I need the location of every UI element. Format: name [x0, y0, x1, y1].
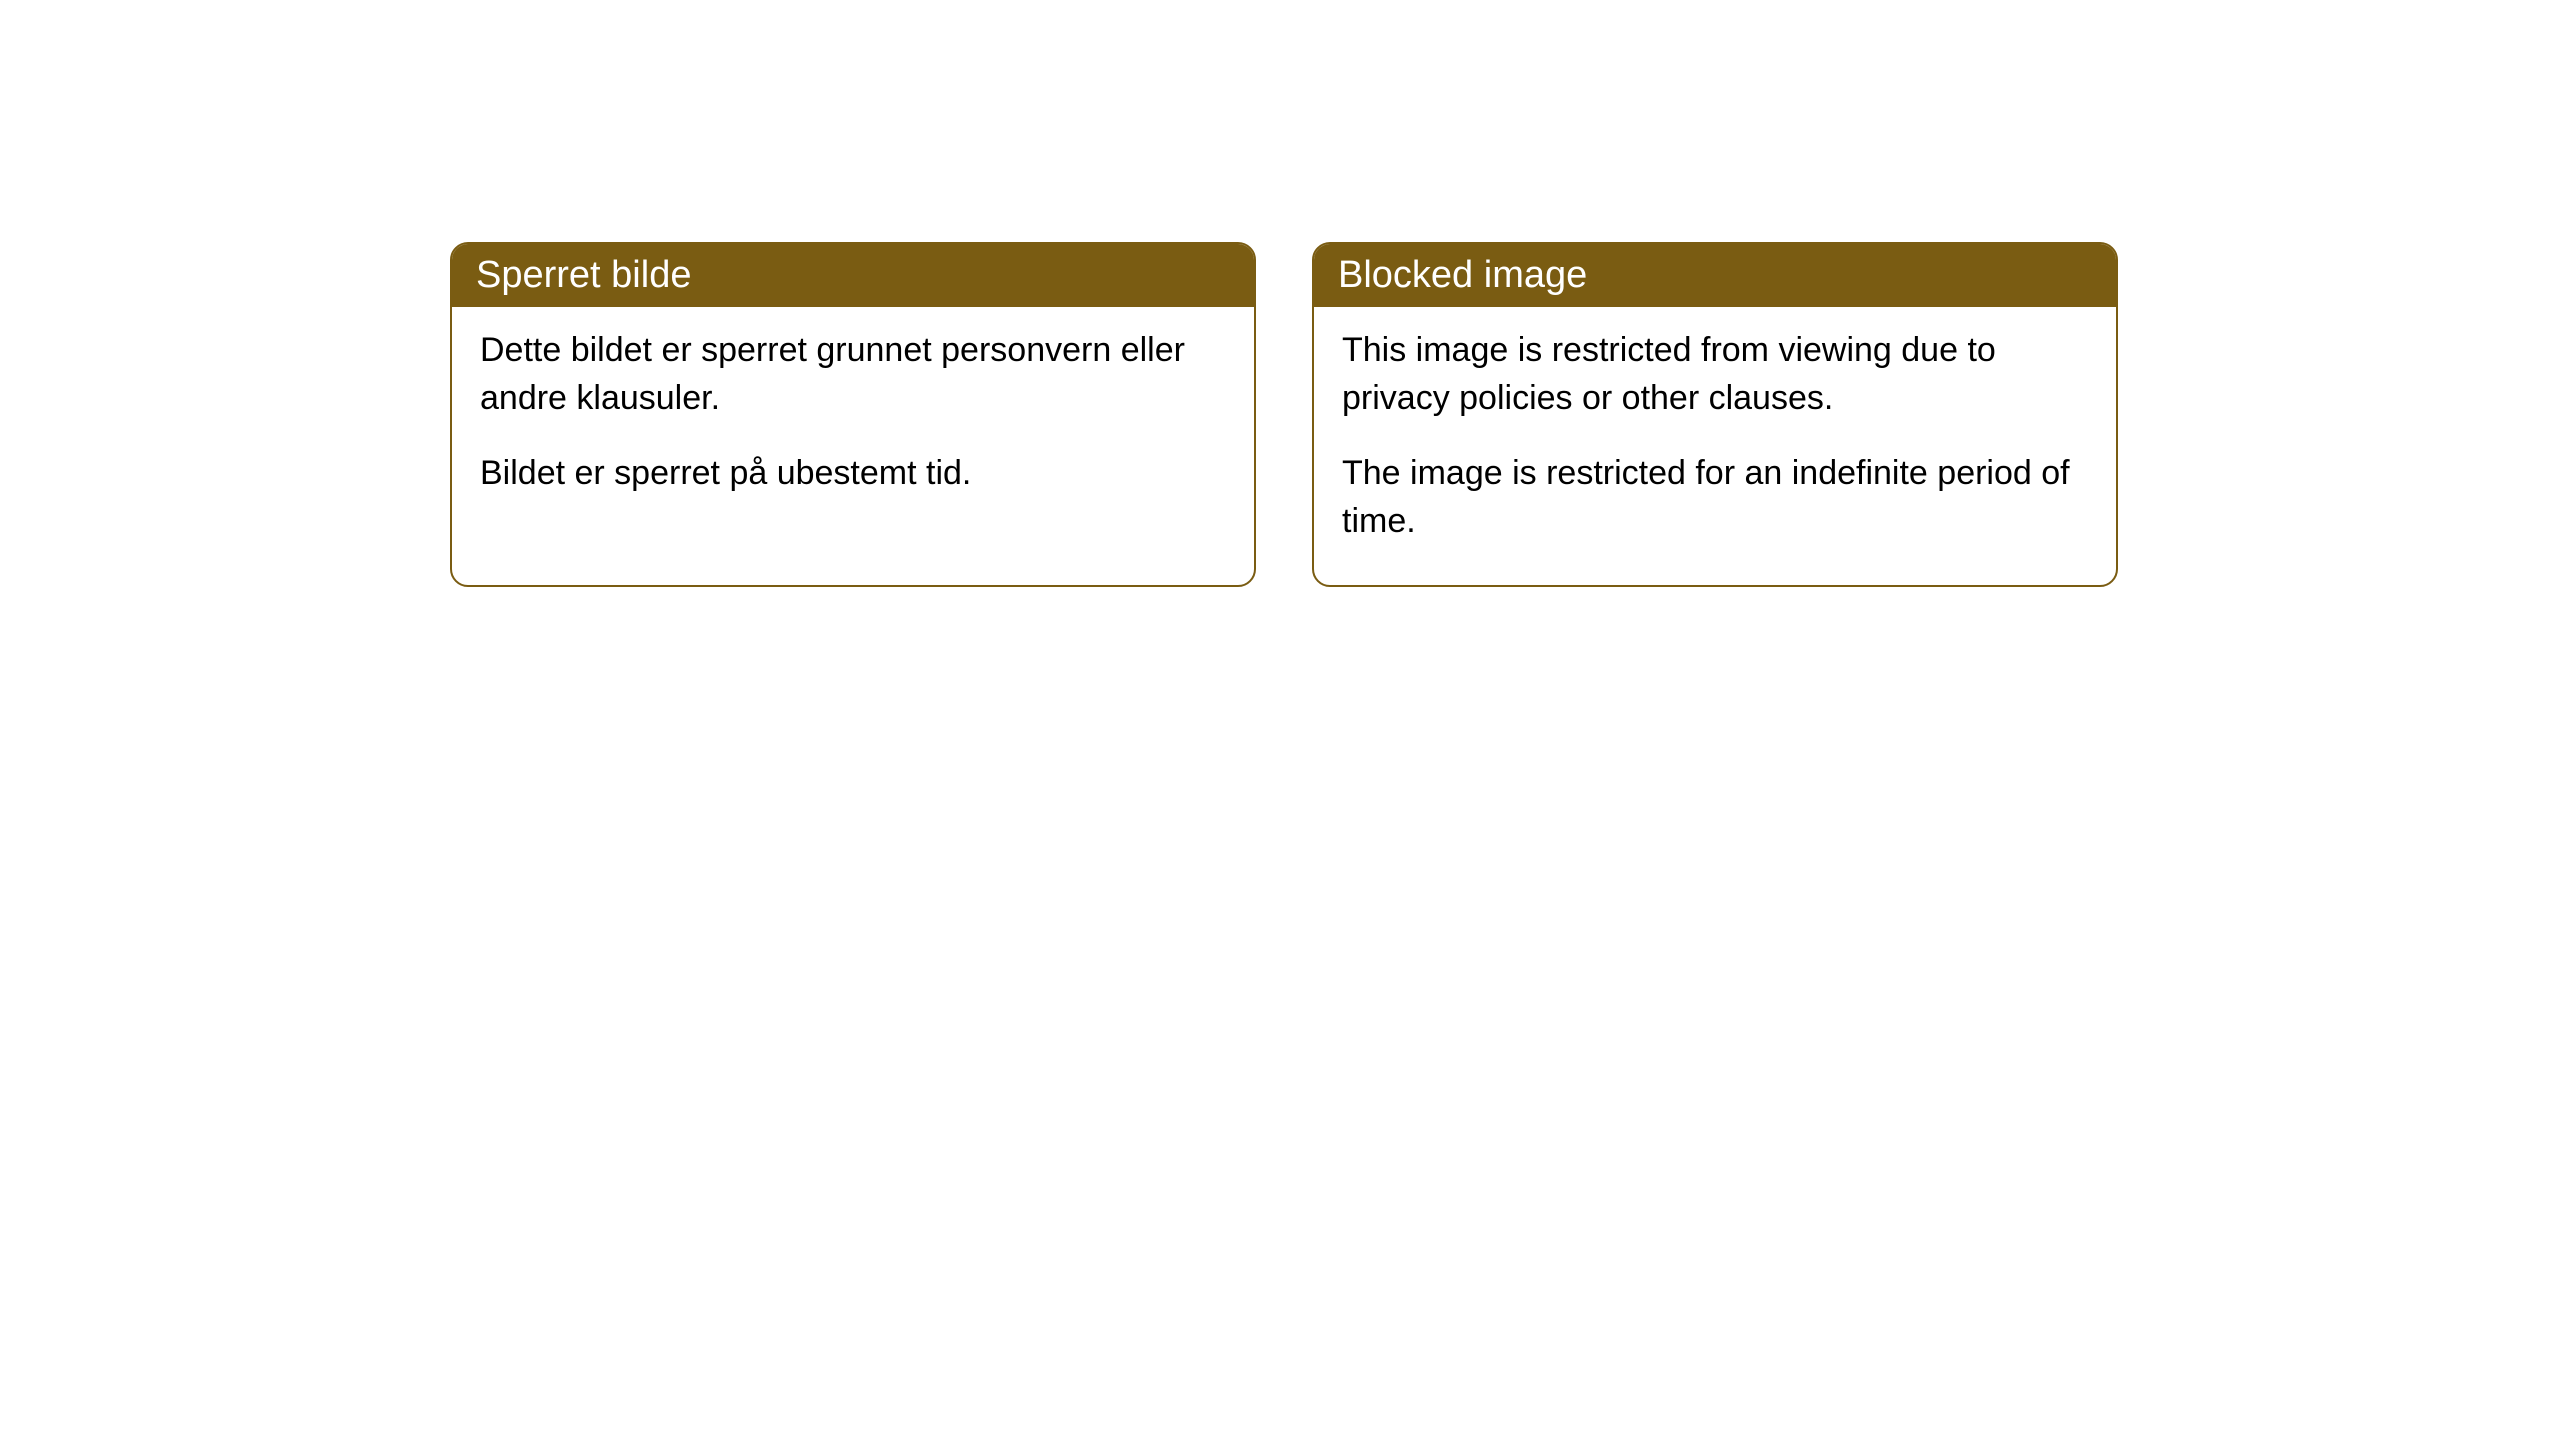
card-body-english: This image is restricted from viewing du… — [1314, 307, 2116, 585]
card-paragraph-2: Bildet er sperret på ubestemt tid. — [480, 450, 1226, 498]
card-header-norwegian: Sperret bilde — [452, 244, 1254, 307]
card-header-english: Blocked image — [1314, 244, 2116, 307]
card-paragraph-1: This image is restricted from viewing du… — [1342, 327, 2088, 422]
card-english: Blocked image This image is restricted f… — [1312, 242, 2118, 587]
card-norwegian: Sperret bilde Dette bildet er sperret gr… — [450, 242, 1256, 587]
card-paragraph-2: The image is restricted for an indefinit… — [1342, 450, 2088, 545]
cards-container: Sperret bilde Dette bildet er sperret gr… — [450, 242, 2118, 587]
card-body-norwegian: Dette bildet er sperret grunnet personve… — [452, 307, 1254, 538]
card-paragraph-1: Dette bildet er sperret grunnet personve… — [480, 327, 1226, 422]
